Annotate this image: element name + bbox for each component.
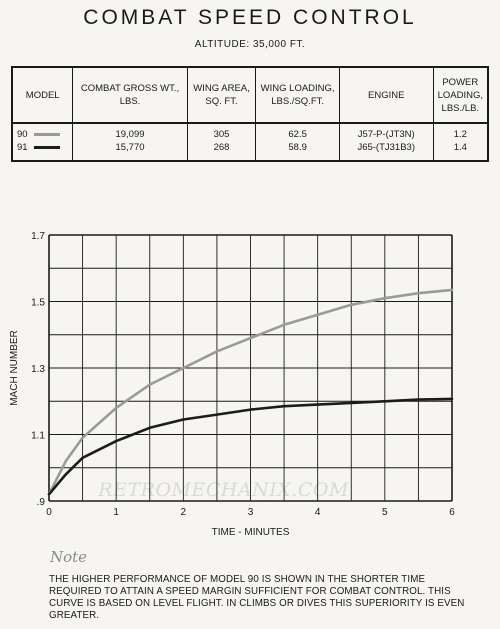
y-tick-label: .9	[37, 497, 46, 508]
y-tick-label: 1.5	[31, 298, 45, 309]
wing-loading-cell: 62.5	[255, 123, 340, 141]
engine-cell: J57-P-(JT3N)	[338, 123, 434, 141]
header-wing-area: WING AREA, SQ. FT.	[186, 67, 256, 124]
y-tick-label: 1.1	[31, 431, 45, 442]
note-label: Note	[50, 548, 88, 566]
y-tick-label: 1.3	[31, 364, 45, 375]
model-number: 91	[17, 142, 28, 153]
header-gross-weight: COMBAT GROSS WT., LBS.	[72, 67, 188, 124]
altitude-subtitle: ALTITUDE: 35,000 FT.	[194, 39, 306, 50]
wing-area-cell: 268	[186, 141, 256, 161]
legend-line-model-90	[33, 132, 60, 136]
power-loading-cell: 1.2	[432, 123, 488, 141]
table-row: 90 19,099 305 62.5 J57-P-(JT3N) 1.2	[12, 123, 488, 141]
x-tick-label: 6	[449, 507, 455, 518]
wing-area-cell: 305	[186, 123, 256, 141]
header-power-loading: POWER LOADING, LBS./LB.	[432, 67, 488, 124]
y-axis-label: MACH NUMBER	[9, 330, 20, 406]
mach-chart: RETROMECHANIX.COM 0 1 2 3 4 5 6 .9 1.1 1.3 1.5 1.7 TI…	[9, 231, 455, 538]
wing-loading-cell: 58.9	[255, 141, 340, 161]
x-tick-label: 3	[248, 507, 254, 518]
page-title: COMBAT SPEED CONTROL	[83, 6, 417, 29]
header-model: MODEL	[12, 67, 73, 124]
gross-weight-cell: 19,099	[72, 123, 188, 141]
series-line-model-91	[47, 397, 454, 496]
watermark-text: RETROMECHANIX.COM	[97, 479, 349, 501]
engine-cell: J65-(TJ31B3)	[338, 141, 434, 161]
gross-weight-cell: 15,770	[72, 141, 188, 161]
model-number: 90	[17, 129, 28, 140]
power-loading-cell: 1.4	[432, 141, 488, 161]
x-tick-label: 1	[113, 507, 119, 518]
note-text: THE HIGHER PERFORMANCE OF MODEL 90 IS SH…	[49, 574, 465, 621]
x-tick-label: 0	[46, 507, 52, 518]
header-wing-loading: WING LOADING, LBS./SQ.FT.	[255, 67, 340, 124]
x-axis-label: TIME - MINUTES	[212, 527, 290, 538]
model-cell: 90	[12, 123, 73, 141]
table-header-row: MODEL COMBAT GROSS WT., LBS. WING AREA, …	[12, 67, 488, 124]
specs-table: MODEL COMBAT GROSS WT., LBS. WING AREA, …	[11, 66, 489, 162]
x-tick-label: 2	[181, 507, 187, 518]
x-tick-label: 5	[382, 507, 388, 518]
table-row: 91 15,770 268 58.9 J65-(TJ31B3) 1.4	[12, 141, 488, 161]
series-line-model-90	[47, 288, 454, 496]
x-tick-label: 4	[315, 507, 321, 518]
legend-line-model-91	[33, 145, 60, 149]
model-cell: 91	[12, 141, 73, 161]
y-tick-label: 1.7	[31, 231, 45, 242]
header-engine: ENGINE	[338, 67, 434, 124]
